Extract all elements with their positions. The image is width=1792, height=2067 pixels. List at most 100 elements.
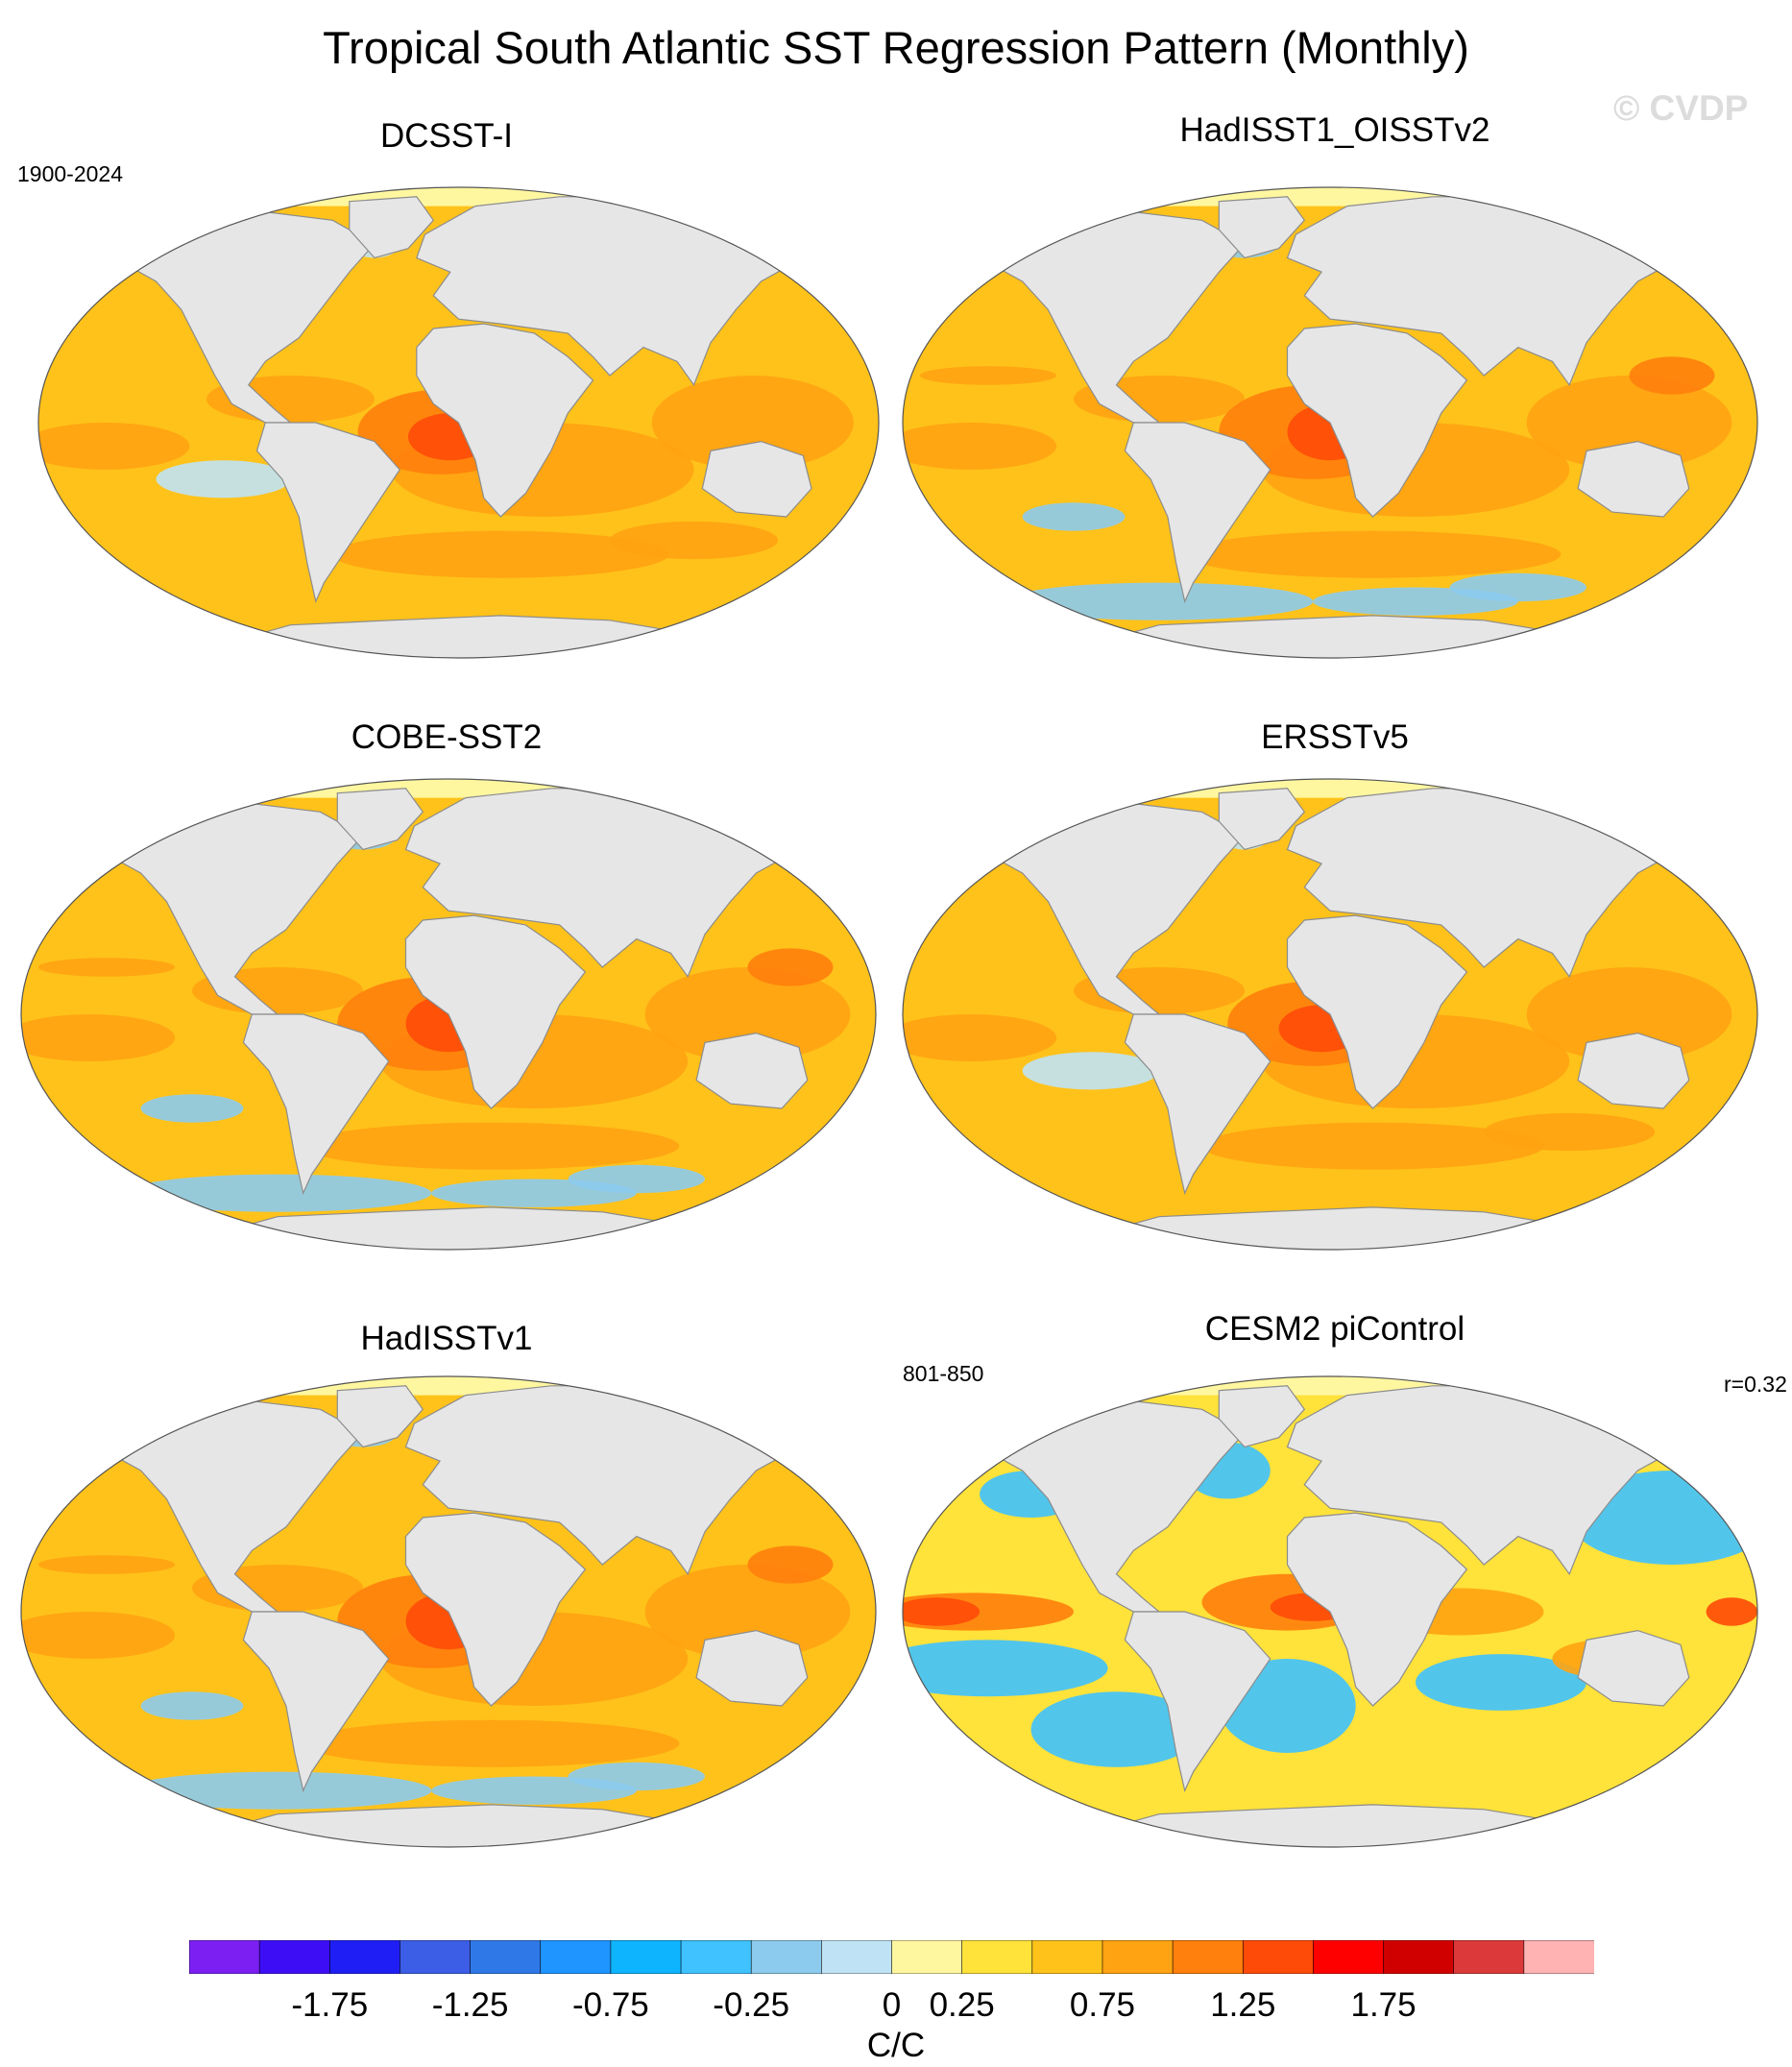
anomaly-region-warm [644, 967, 851, 1061]
map-panel-dcsst [37, 186, 880, 659]
map-border [902, 186, 1758, 659]
colorbar-cell [540, 1940, 612, 1974]
colorbar-cell [189, 1940, 260, 1974]
colorbar-tick-label: 0.75 [1069, 1986, 1135, 2024]
map-panel-ersstv5 [902, 778, 1758, 1251]
anomaly-region-cold [123, 1771, 432, 1810]
land-north-america [97, 1398, 364, 1613]
anomaly-region-cold [1449, 572, 1586, 602]
land-africa [1286, 1512, 1468, 1707]
map-panel-hadisstv1 [20, 1375, 877, 1848]
land-australia [1577, 440, 1690, 518]
anomaly-region-warm [919, 366, 1057, 385]
land-south-america [242, 1611, 390, 1793]
colorbar-cell [610, 1940, 682, 1974]
colorbar-cell [258, 1940, 331, 1974]
panel-title-cesm2-picontrol: CESM2 piControl [1204, 1310, 1465, 1348]
land-south-america [1124, 422, 1271, 604]
land-north-america [979, 1398, 1246, 1613]
colorbar-tick-label: -1.75 [291, 1986, 369, 2024]
land-greenland [1218, 1385, 1306, 1448]
map-border [20, 778, 877, 1251]
panel-title-hadisst1-oisstv2: HadISST1_OISSTv2 [1179, 111, 1490, 149]
colorbar-tick-label: 0 [882, 1986, 902, 2024]
land-greenland [1218, 788, 1306, 851]
land-south-america [1124, 1611, 1271, 1793]
colorbar-cell [750, 1940, 823, 1974]
anomaly-region-warm [21, 1014, 176, 1061]
colorbar-cell [680, 1940, 752, 1974]
map-panel-cobe-sst2 [20, 778, 877, 1251]
colorbar-cell [891, 1940, 963, 1974]
land-north-america [113, 209, 375, 424]
colorbar-cell [329, 1940, 401, 1974]
anomaly-region-cold [1022, 502, 1126, 531]
main-title: Tropical South Atlantic SST Regression P… [323, 22, 1469, 73]
anomaly-region-warm [332, 530, 669, 578]
anomaly-region-hot [1629, 356, 1715, 395]
colorbar-cell [1313, 1940, 1385, 1974]
panel-title-cobe-sst2: COBE-SST2 [351, 718, 543, 756]
anomaly-region-cold [1005, 582, 1314, 620]
land-south-america [242, 1013, 390, 1196]
anomaly-region-hot [747, 948, 834, 986]
colorbar-tick-label: -0.75 [572, 1986, 649, 2024]
arctic-band [903, 187, 1757, 207]
anomaly-region-warm [38, 423, 190, 470]
colorbar-tick-label: 1.25 [1210, 1986, 1276, 2024]
land-australia [695, 1629, 809, 1707]
colorbar-cell [1031, 1940, 1103, 1974]
land-greenland [336, 1385, 424, 1448]
land-africa [404, 914, 587, 1109]
anomaly-region-warm [903, 1014, 1057, 1061]
land-greenland [336, 788, 424, 851]
anomaly-region-warm [37, 1555, 176, 1574]
anomaly-region-warm [1484, 1112, 1656, 1152]
arctic-band [903, 1376, 1757, 1396]
colorbar-tick-label: -1.25 [431, 1986, 509, 2024]
anomaly-region-warm [21, 1612, 176, 1659]
period-label-obs: 1900-2024 [17, 161, 123, 186]
anomaly-region-warm [903, 423, 1057, 470]
land-north-america [979, 801, 1246, 1015]
colorbar-cell [1172, 1940, 1245, 1974]
anomaly-region-cold [568, 1164, 705, 1194]
anomaly-region-warm [651, 376, 854, 470]
arctic-band [21, 1376, 876, 1396]
anomaly-region-cold [140, 1094, 244, 1123]
colorbar-cell [1453, 1940, 1525, 1974]
land-australia [1577, 1629, 1690, 1707]
land-africa [1286, 914, 1468, 1109]
watermark: © CVDP [1613, 88, 1749, 128]
colorbar-cell [1523, 1940, 1594, 1974]
anomaly-region-cold [140, 1691, 244, 1720]
anomaly-region-peak [1706, 1597, 1757, 1626]
anomaly-region-cold [1416, 1654, 1586, 1711]
arctic-band [903, 779, 1757, 798]
colorbar-cell [1102, 1940, 1174, 1974]
colorbar-tick-label: 1.75 [1350, 1986, 1417, 2024]
colorbar-cell [400, 1940, 472, 1974]
anomaly-region-warm [303, 1122, 680, 1170]
anomaly-region-cold [1030, 1691, 1202, 1767]
land-greenland [1218, 196, 1306, 259]
arctic-band [38, 187, 879, 207]
colorbar-cell [821, 1940, 893, 1974]
map-panel-hadisst1-oisstv2 [902, 186, 1758, 659]
anomaly-region-cold [1022, 1052, 1159, 1090]
anomaly-region-cold [123, 1174, 432, 1212]
land-africa [404, 1512, 587, 1707]
anomaly-region-peak [903, 1597, 981, 1626]
colorbar-tick-label: -0.25 [713, 1986, 790, 2024]
anomaly-region-warm [644, 1565, 851, 1659]
correlation-label: r=0.32 [1724, 1372, 1787, 1397]
map-border [20, 1375, 877, 1848]
map-panel-cesm2-picontrol [902, 1375, 1758, 1848]
land-australia [695, 1032, 809, 1109]
colorbar-units: C/C [866, 2027, 926, 2064]
anomaly-region-cold [568, 1762, 705, 1791]
land-africa [416, 323, 594, 518]
anomaly-region-warm [1201, 1122, 1544, 1170]
land-north-america [97, 801, 364, 1015]
colorbar-cell [961, 1940, 1033, 1974]
